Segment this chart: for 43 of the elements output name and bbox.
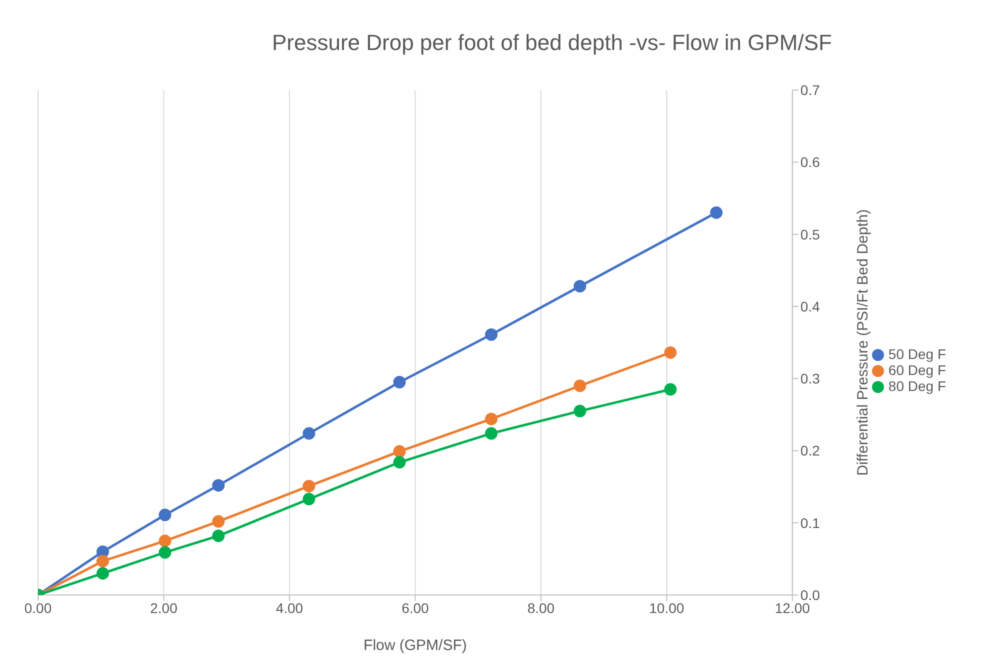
point (96, 567, 110, 580)
point (574, 280, 586, 292)
point (302, 427, 316, 440)
point (158, 546, 172, 559)
x-tick-label: 0.00 (24, 600, 52, 616)
x-axis-title: Flow (GPM/SF) (364, 637, 467, 654)
legend-label: 60 Deg F (888, 362, 946, 378)
point (485, 427, 498, 440)
point (302, 492, 316, 506)
x-tick-label: 2.00 (150, 600, 178, 616)
point (574, 404, 586, 418)
y-tick-label: 0.4 (800, 298, 820, 314)
y-tick-label: 0.3 (800, 370, 820, 387)
x-tick-label: 8.00 (527, 600, 555, 616)
chart-title: Pressure Drop per foot of bed depth -vs- Flow in GPM/SF (270, 29, 833, 57)
point (212, 530, 225, 542)
y-tick-label: 0.1 (800, 514, 820, 531)
point (485, 412, 498, 426)
legend-label: 80 Deg F (888, 378, 946, 394)
point (212, 479, 225, 492)
x-tick-label: 10.00 (649, 600, 684, 616)
point (664, 383, 677, 396)
legend-label: 50 Deg F (888, 346, 946, 362)
y-tick-label: 0.5 (800, 226, 820, 242)
y-tick-label: 0.6 (800, 154, 820, 170)
point (393, 445, 406, 458)
point (710, 206, 723, 219)
point (96, 545, 110, 558)
point (485, 328, 498, 341)
point (96, 554, 110, 568)
y-tick-label: 0.2 (800, 442, 820, 459)
y-axis-title: Differential Pressure (PSI/Ft Bed Depth) (854, 209, 872, 476)
point (158, 534, 172, 548)
x-tick-label: 6.00 (402, 600, 430, 616)
point (302, 480, 316, 492)
point (393, 376, 406, 388)
y-tick-label: 0.7 (800, 82, 820, 98)
point (212, 515, 225, 528)
x-tick-label: 4.00 (276, 600, 304, 616)
point (393, 456, 406, 469)
point (574, 380, 586, 392)
point (158, 508, 172, 522)
point (664, 346, 677, 359)
